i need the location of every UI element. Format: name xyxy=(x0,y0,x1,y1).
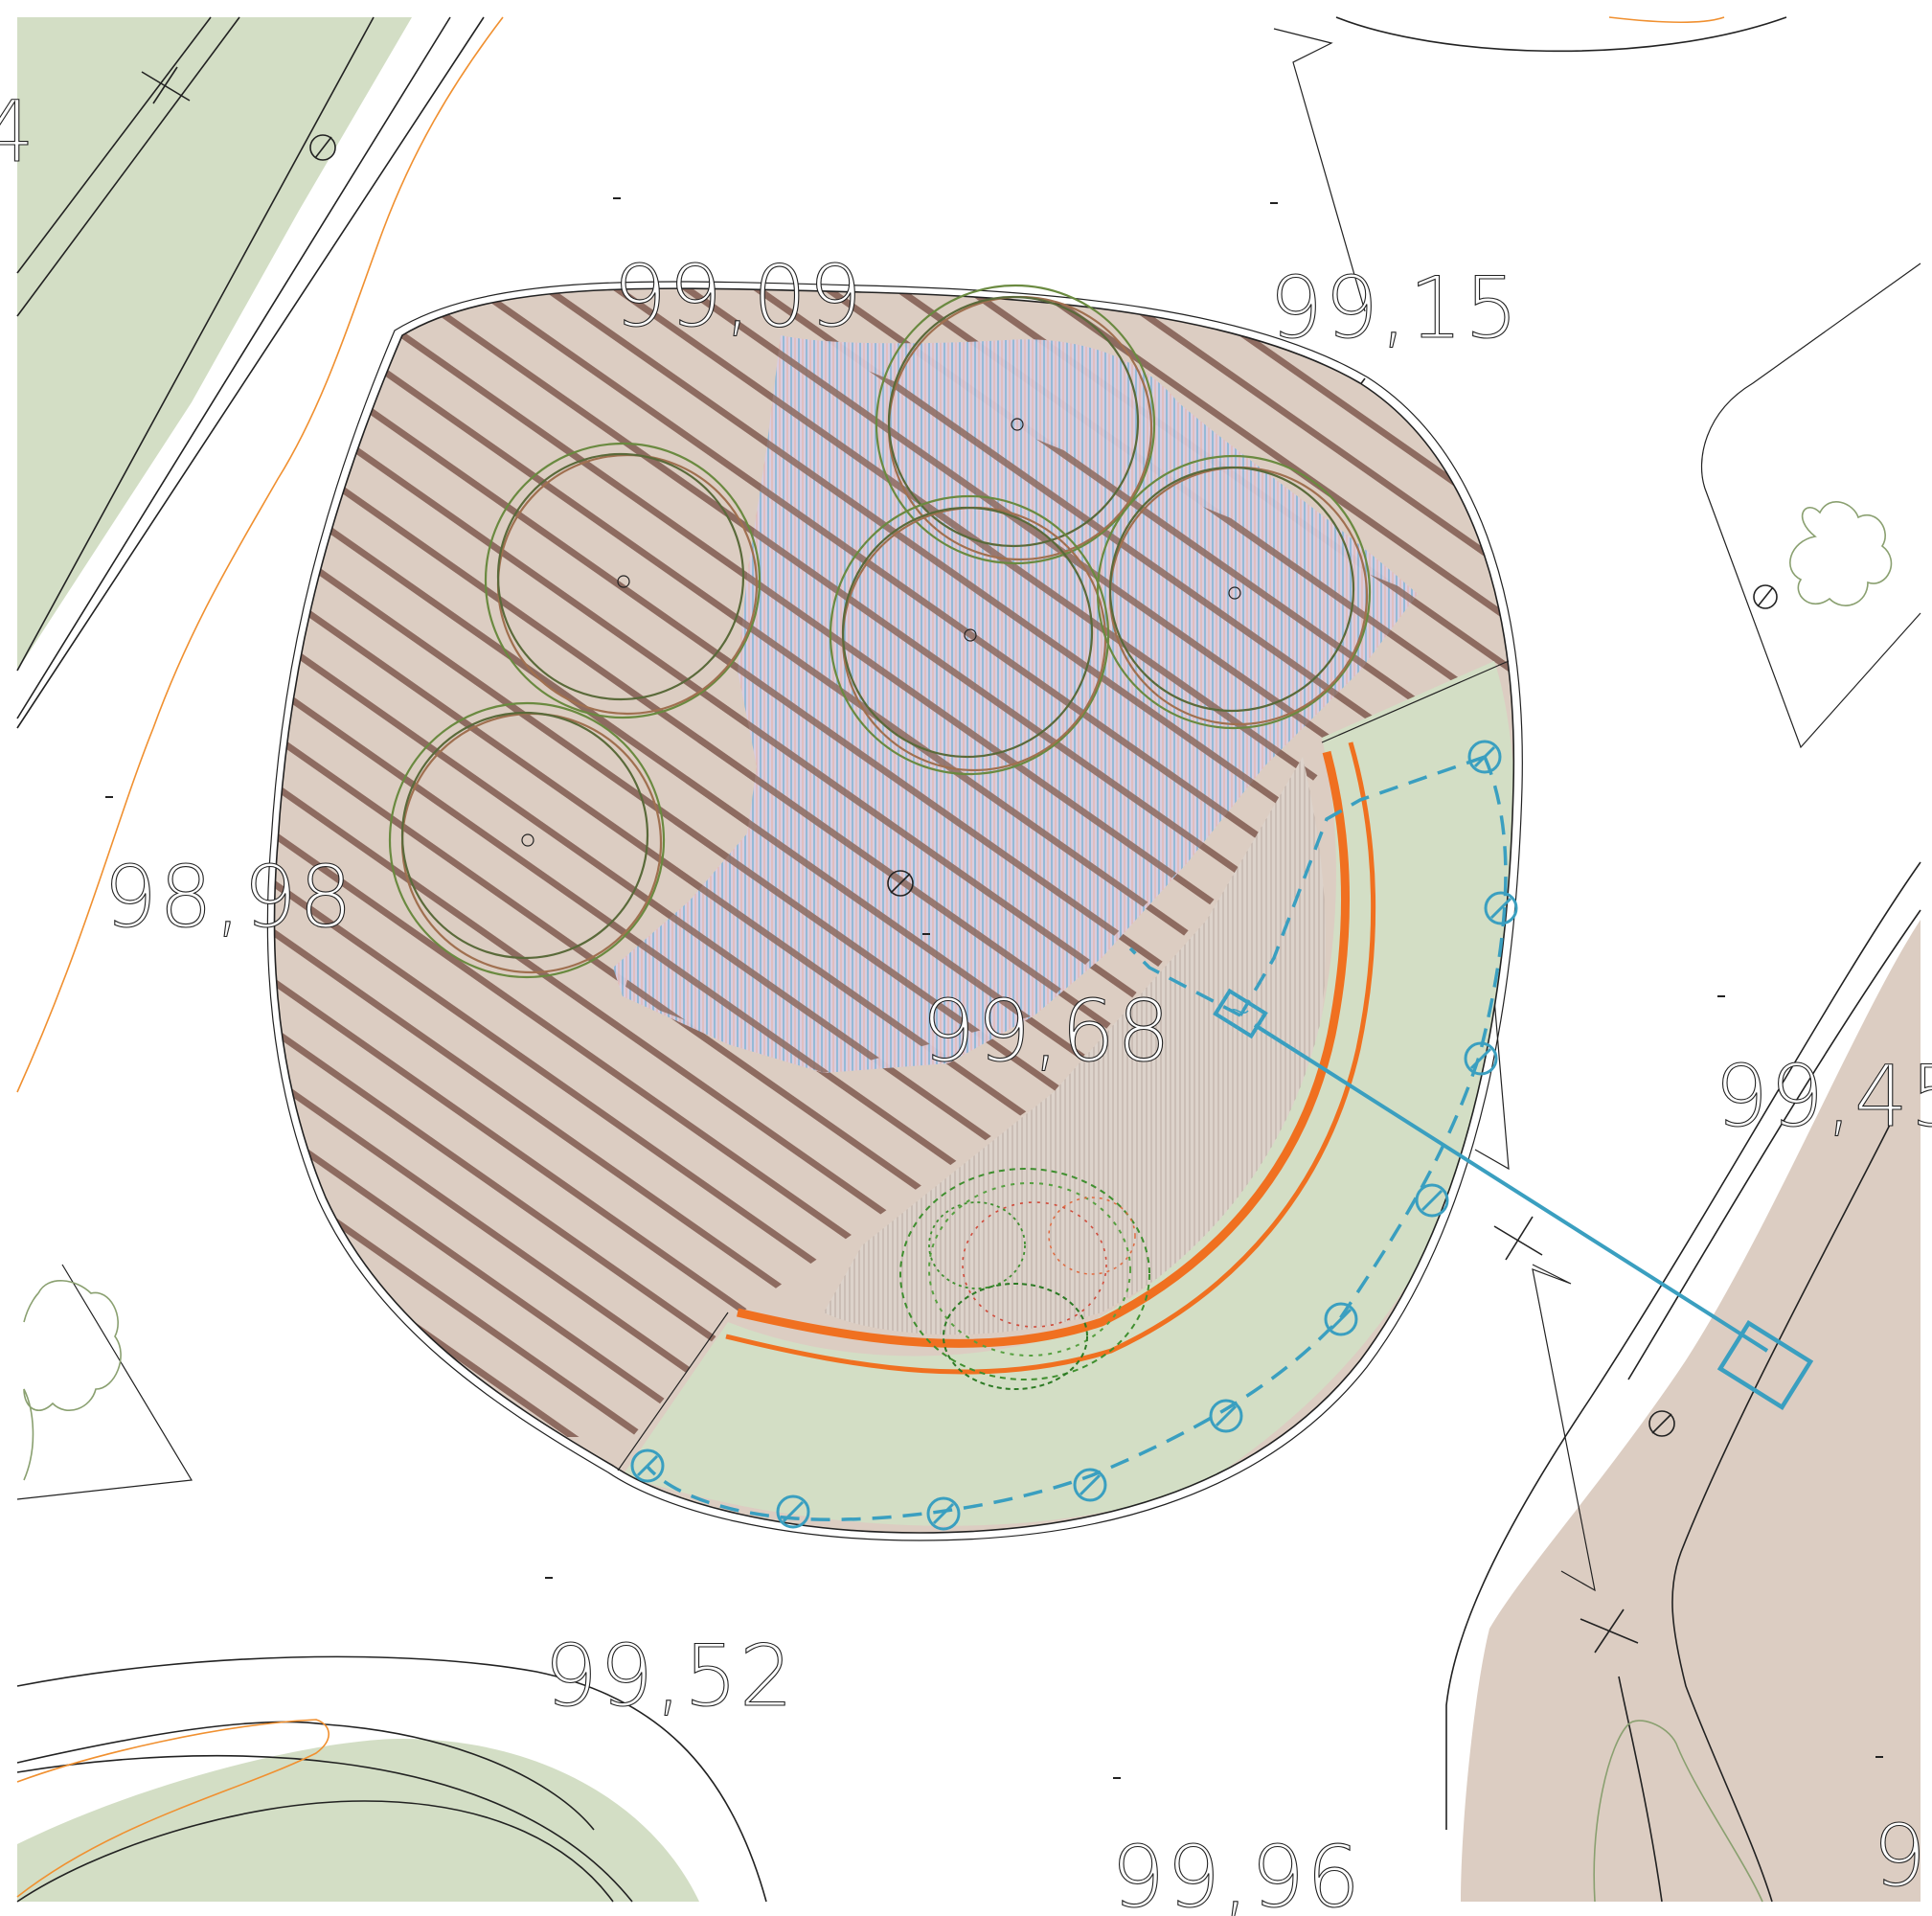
light-fixture-icon xyxy=(309,134,336,161)
light-fixture-icon xyxy=(630,740,1518,1531)
road-curve-top xyxy=(1335,16,1787,53)
steel-edging-inner xyxy=(736,750,1350,1348)
tree-canopy-icon xyxy=(1789,501,1893,606)
tree-canopy-icon xyxy=(829,494,1110,776)
irrigation-line xyxy=(645,755,1814,1521)
lawn-segment xyxy=(623,661,1514,1526)
roundabout-island xyxy=(266,281,1814,1541)
spot-elevation-label: 99,45 xyxy=(1715,1047,1932,1146)
spot-elevation-label: 99,52 xyxy=(544,1627,795,1725)
cross-marker-icon xyxy=(1493,1216,1543,1261)
shrub-icon xyxy=(899,1168,1150,1390)
landscape-polygon-right xyxy=(1700,262,1921,749)
light-fixture-icon xyxy=(1753,584,1778,609)
lawn-area-bottom-left xyxy=(17,1739,699,1902)
spot-elevation-label: 99,09 xyxy=(613,247,864,346)
lawn-area-top-left xyxy=(17,17,412,671)
gravel-zone xyxy=(824,757,1326,1335)
cross-marker-icon xyxy=(141,66,191,104)
landscape-polygon-bottom-left xyxy=(16,1264,193,1500)
manhole-icon xyxy=(1648,1410,1675,1437)
contour-line-bottom-left xyxy=(16,1719,330,1898)
landscape-polygon-top xyxy=(1273,28,1366,312)
cross-marker-icon xyxy=(1580,1608,1639,1654)
elevation-ticks xyxy=(105,197,1883,1779)
tree-canopy-icon xyxy=(388,701,666,979)
spot-elevation-label: 99,68 xyxy=(921,982,1172,1081)
manhole-icon xyxy=(887,870,914,897)
tree-canopy-icon xyxy=(875,284,1156,565)
tree-canopy-icon xyxy=(1096,454,1372,730)
spot-elevation-label: 98,98 xyxy=(103,848,354,947)
contour-line-bottom-right xyxy=(1593,1720,1763,1903)
steel-edging-outer xyxy=(725,741,1376,1375)
tree-canopy-icon xyxy=(23,1280,122,1481)
spot-elevation-label: 4 xyxy=(0,82,36,181)
contour-line-top xyxy=(1608,16,1725,24)
paving-area-bottom-right xyxy=(1461,920,1921,1902)
slat-overlay xyxy=(623,335,1418,1073)
road-lines-bottom-right xyxy=(1445,861,1921,1903)
road-lines-top-left xyxy=(16,16,485,729)
spot-elevation-label: 99,96 xyxy=(1111,1828,1362,1916)
contour-line-left xyxy=(16,16,504,1093)
landscape-polygon-east xyxy=(1532,1264,1596,1592)
spot-elevation-label: 9 xyxy=(1873,1807,1928,1905)
tree-canopy-icon xyxy=(484,442,761,719)
spot-elevation-label: 99,15 xyxy=(1269,259,1520,357)
